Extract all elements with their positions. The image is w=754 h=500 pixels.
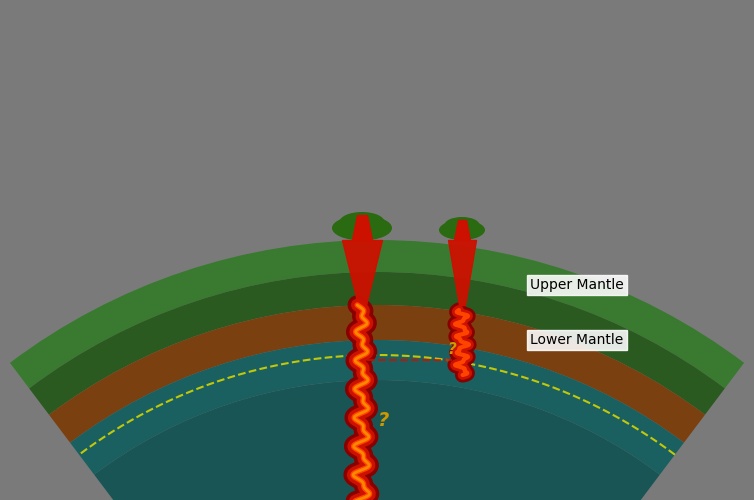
Text: ?: ?: [448, 342, 456, 357]
Wedge shape: [10, 240, 744, 388]
Ellipse shape: [332, 216, 392, 240]
Ellipse shape: [445, 217, 480, 233]
Wedge shape: [29, 272, 725, 414]
Wedge shape: [49, 305, 705, 442]
Wedge shape: [94, 380, 660, 500]
Ellipse shape: [439, 220, 485, 240]
Text: ?: ?: [379, 410, 390, 430]
Wedge shape: [70, 340, 684, 474]
Ellipse shape: [339, 212, 385, 232]
Text: Upper Mantle: Upper Mantle: [530, 278, 624, 292]
Text: Lower Mantle: Lower Mantle: [530, 333, 624, 347]
